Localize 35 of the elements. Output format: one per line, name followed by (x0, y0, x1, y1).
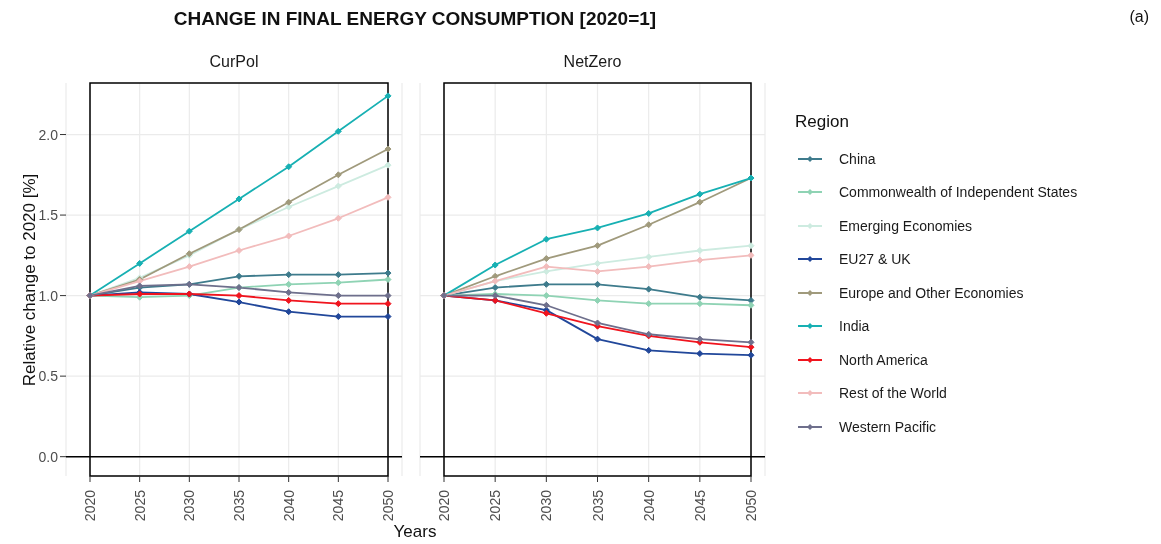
legend-label: Rest of the World (839, 385, 947, 402)
x-tick-label: 2040 (280, 489, 297, 522)
chart-subtitle: CurPol (208, 52, 260, 72)
y-axis-title: Relative change to 2020 [%] (20, 172, 40, 389)
x-tick-label: 2035 (589, 489, 606, 522)
legend-label: India (839, 318, 870, 335)
legend-label: North America (839, 351, 928, 368)
x-tick-label: 2045 (330, 489, 347, 522)
y-tick-label: 0.5 (38, 368, 59, 385)
y-tick-label: 1.0 (38, 287, 59, 304)
y-tick-label: 1.5 (38, 207, 59, 224)
legend-label: China (839, 150, 876, 167)
x-axis-title: Years (392, 522, 438, 542)
x-tick-label: 2045 (691, 489, 708, 522)
x-tick-label: 2050 (743, 489, 759, 522)
legend-label: Commonwealth of Independent States (839, 184, 1078, 201)
x-tick-label: 2020 (436, 489, 452, 522)
legend-label: Western Pacific (839, 418, 936, 435)
y-tick-label: 0.0 (38, 448, 59, 465)
text: (a) (1129, 8, 1149, 26)
legend-label: Emerging Economies (839, 217, 973, 234)
chart-title: CHANGE IN FINAL ENERGY CONSUMPTION [2020=1] (172, 8, 658, 30)
x-tick-label: 2035 (231, 489, 247, 522)
x-tick-label: 2030 (538, 489, 555, 522)
legend-label: EU27 & UK (839, 251, 911, 268)
x-tick-label: 2050 (380, 489, 396, 522)
y-tick-label: 2.0 (38, 126, 59, 143)
legend-title: Region (795, 112, 850, 132)
legend-label: Europe and Other Economies (839, 284, 1024, 301)
x-tick-label: 2020 (82, 489, 98, 522)
x-tick-label: 2030 (181, 489, 198, 522)
x-tick-label: 2025 (487, 489, 504, 522)
x-tick-label: 2040 (640, 489, 657, 522)
x-tick-label: 2025 (131, 489, 148, 522)
chart-subtitle: NetZero (562, 52, 623, 72)
